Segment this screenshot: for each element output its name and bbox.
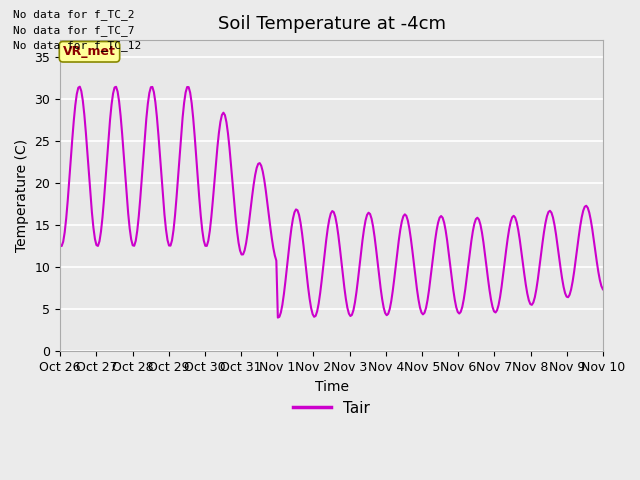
Text: No data for f_TC_12: No data for f_TC_12 [13,40,141,51]
Text: No data for f_TC_7: No data for f_TC_7 [13,24,134,36]
Title: Soil Temperature at -4cm: Soil Temperature at -4cm [218,15,445,33]
X-axis label: Time: Time [314,380,349,394]
Y-axis label: Temperature (C): Temperature (C) [15,139,29,252]
Text: No data for f_TC_2: No data for f_TC_2 [13,9,134,20]
Text: VR_met: VR_met [63,45,116,58]
Legend: Tair: Tair [287,395,376,421]
